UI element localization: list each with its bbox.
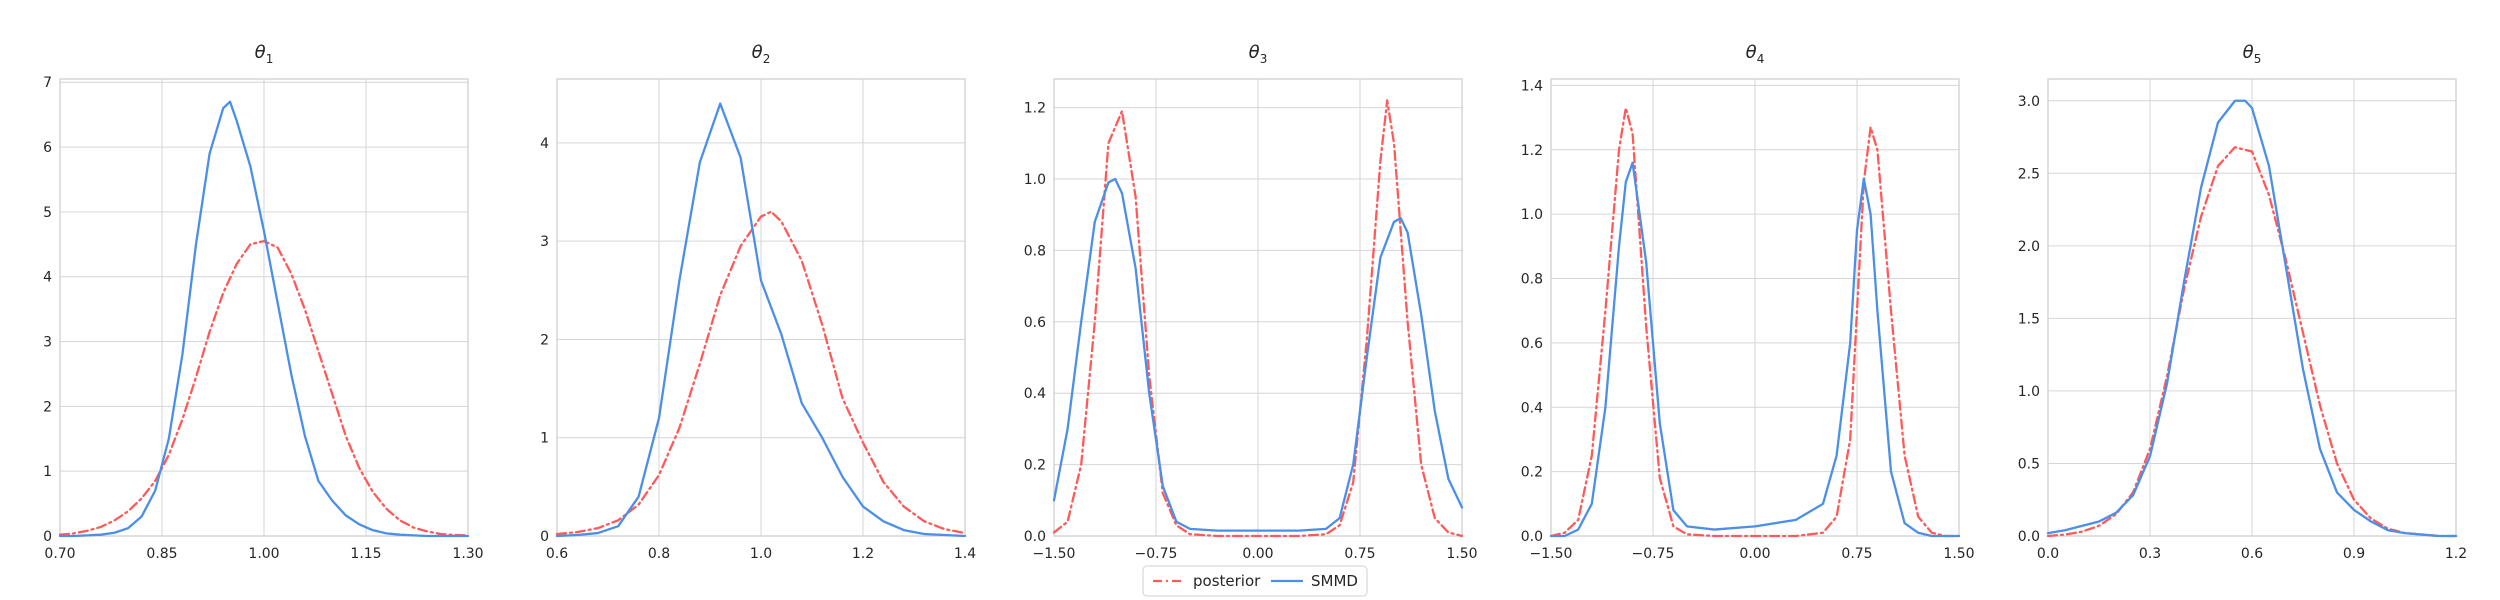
y-tick-label: 3	[43, 335, 52, 351]
x-tick-label: 0.75	[1841, 546, 1872, 562]
x-tick-label: 0.70	[44, 546, 75, 562]
plot-frame	[2047, 78, 2457, 537]
legend-posterior-label: posterior	[1193, 572, 1261, 590]
legend-frame	[1142, 565, 1368, 597]
x-tick-label: 1.4	[954, 546, 976, 562]
y-tick-label: 1	[43, 464, 52, 480]
panel-2: 0.6 0.8 1.0 1.2 1.4 0 1 2 3 4 θ2	[540, 42, 976, 562]
y-tick-label: 0.0	[2018, 529, 2040, 545]
series-line-posterior	[1052, 99, 1464, 538]
y-tick-label: 1.4	[1521, 78, 1543, 94]
y-tick-label: 0.6	[1521, 336, 1543, 352]
x-tick-label: 1.50	[1943, 546, 1974, 562]
series-line-smmd	[1549, 161, 1961, 538]
plot-frame	[59, 78, 469, 537]
x-tick-label: 1.15	[350, 546, 381, 562]
series-line-smmd	[555, 102, 967, 538]
series-line-smmd	[2046, 99, 2458, 538]
panel-title: θ2	[752, 42, 771, 66]
y-tick-label: 0.8	[1521, 272, 1543, 288]
x-tick-label: 1.2	[2445, 546, 2467, 562]
y-tick-label: 0.0	[1024, 529, 1046, 545]
y-tick-label: 2	[540, 332, 549, 348]
panel-title: θ1	[255, 42, 274, 66]
panel-5: 0.0 0.3 0.6 0.9 1.2 0.0 0.5 1.0 1.5 2.0 2.5 3.0 θ5	[2018, 42, 2467, 562]
y-tick-label: 2.0	[2018, 239, 2040, 255]
y-tick-label: 0.8	[1024, 243, 1046, 259]
panel-title: θ4	[1746, 42, 1765, 66]
x-tick-label: 1.50	[1446, 546, 1477, 562]
series-line-smmd	[1052, 177, 1464, 532]
y-tick-label: 4	[540, 136, 549, 152]
y-tick-label: 0	[43, 529, 52, 545]
panel-4: −1.50 −0.75 0.00 0.75 1.50 0.0 0.2 0.4 0.6 0.8 1.0…	[1521, 42, 1975, 562]
y-tick-label: 2.5	[2018, 166, 2040, 182]
series-line-smmd	[58, 100, 470, 538]
y-tick-label: 2	[43, 399, 52, 415]
y-tick-label: 0.0	[1521, 529, 1543, 545]
y-tick-label: 0.2	[1024, 458, 1046, 474]
x-tick-label: 0.6	[546, 546, 568, 562]
series-line-posterior	[1549, 106, 1961, 538]
series-line-posterior	[58, 239, 470, 537]
y-tick-label: 1	[540, 431, 549, 447]
series-line-posterior	[2046, 146, 2458, 538]
y-tick-label: 1.5	[2018, 311, 2040, 327]
x-tick-label: 0.6	[2241, 546, 2263, 562]
x-tick-label: 0.00	[1242, 546, 1273, 562]
y-tick-label: 6	[43, 140, 52, 156]
panel-title: θ3	[1249, 42, 1268, 66]
y-tick-label: 1.2	[1024, 101, 1046, 117]
y-tick-label: 1.0	[2018, 384, 2040, 400]
panel-title: θ5	[2243, 42, 2262, 66]
y-tick-label: 1.2	[1521, 143, 1543, 159]
x-tick-label: −0.75	[1632, 546, 1675, 562]
plot-frame	[556, 78, 966, 537]
x-tick-label: −1.50	[1530, 546, 1573, 562]
x-tick-label: 0.9	[2343, 546, 2365, 562]
y-tick-label: 0.2	[1521, 465, 1543, 481]
y-tick-label: 4	[43, 270, 52, 286]
x-tick-label: 1.00	[248, 546, 279, 562]
y-tick-label: 0.4	[1521, 400, 1543, 416]
x-tick-label: −0.75	[1135, 546, 1178, 562]
y-tick-label: 0.6	[1024, 315, 1046, 331]
x-tick-label: 0.3	[2139, 546, 2161, 562]
panel-3: −1.50 −0.75 0.00 0.75 1.50 0.0 0.2 0.4 0.6 0.8 1.0…	[1024, 42, 1478, 562]
y-tick-label: 5	[43, 205, 52, 221]
y-tick-label: 1.0	[1521, 207, 1543, 223]
y-tick-label: 0.4	[1024, 386, 1046, 402]
x-tick-label: 0.00	[1739, 546, 1770, 562]
x-tick-label: −1.50	[1033, 546, 1076, 562]
y-tick-label: 7	[43, 75, 52, 91]
y-tick-label: 3.0	[2018, 94, 2040, 110]
y-tick-label: 3	[540, 234, 549, 250]
x-tick-label: 1.2	[852, 546, 874, 562]
x-tick-label: 1.30	[452, 546, 483, 562]
x-tick-label: 0.85	[146, 546, 177, 562]
x-tick-label: 1.0	[750, 546, 772, 562]
y-tick-label: 0.5	[2018, 456, 2040, 472]
x-tick-label: 0.75	[1344, 546, 1375, 562]
panel-1: 0.70 0.85 1.00 1.15 1.30 0 1 2 3 4 5 6 7 θ1	[43, 42, 484, 562]
x-tick-label: 0.0	[2037, 546, 2059, 562]
y-tick-label: 1.0	[1024, 172, 1046, 188]
x-tick-label: 0.8	[648, 546, 670, 562]
legend: posterior SMMD	[1142, 565, 1368, 597]
legend-smmd-label: SMMD	[1311, 572, 1358, 590]
y-tick-label: 0	[540, 529, 549, 545]
